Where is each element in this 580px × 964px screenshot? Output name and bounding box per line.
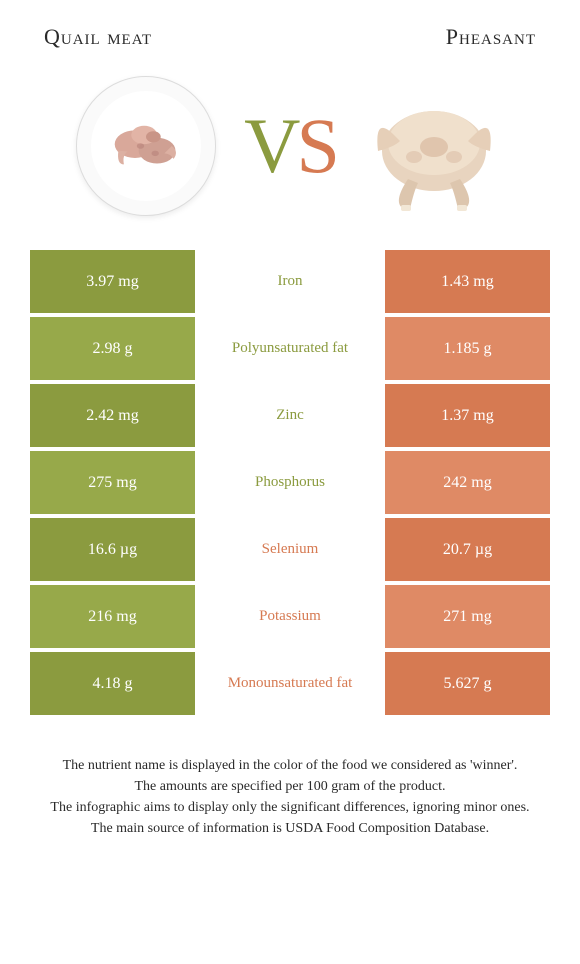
quail-meat-icon xyxy=(100,100,192,192)
footer-notes: The nutrient name is displayed in the co… xyxy=(0,719,580,839)
hero: VS xyxy=(0,60,580,250)
vs-label: VS xyxy=(244,107,336,185)
table-row: 275 mgPhosphorus242 mg xyxy=(30,451,550,514)
nutrient-name: Selenium xyxy=(195,518,385,581)
title-left: Quail meat xyxy=(44,24,152,50)
footer-line: The nutrient name is displayed in the co… xyxy=(30,755,550,776)
value-left: 2.42 mg xyxy=(30,384,195,447)
value-left: 216 mg xyxy=(30,585,195,648)
footer-line: The main source of information is USDA F… xyxy=(30,818,550,839)
table-row: 2.98 gPolyunsaturated fat1.185 g xyxy=(30,317,550,380)
value-left: 2.98 g xyxy=(30,317,195,380)
value-left: 275 mg xyxy=(30,451,195,514)
footer-line: The infographic aims to display only the… xyxy=(30,797,550,818)
nutrient-name: Zinc xyxy=(195,384,385,447)
food-image-left xyxy=(66,66,226,226)
table-row: 3.97 mgIron1.43 mg xyxy=(30,250,550,313)
header: Quail meat Pheasant xyxy=(0,0,580,60)
value-right: 271 mg xyxy=(385,585,550,648)
table-row: 16.6 µgSelenium20.7 µg xyxy=(30,518,550,581)
nutrient-name: Polyunsaturated fat xyxy=(195,317,385,380)
footer-line: The amounts are specified per 100 gram o… xyxy=(30,776,550,797)
value-right: 20.7 µg xyxy=(385,518,550,581)
value-left: 3.97 mg xyxy=(30,250,195,313)
nutrient-name: Potassium xyxy=(195,585,385,648)
value-left: 16.6 µg xyxy=(30,518,195,581)
plate-icon xyxy=(76,76,216,216)
comparison-table: 3.97 mgIron1.43 mg2.98 gPolyunsaturated … xyxy=(0,250,580,715)
value-right: 1.37 mg xyxy=(385,384,550,447)
food-image-right xyxy=(354,66,514,226)
table-row: 4.18 gMonounsaturated fat5.627 g xyxy=(30,652,550,715)
vs-s: S xyxy=(296,107,335,185)
table-row: 216 mgPotassium271 mg xyxy=(30,585,550,648)
value-right: 242 mg xyxy=(385,451,550,514)
vs-v: V xyxy=(244,107,296,185)
nutrient-name: Phosphorus xyxy=(195,451,385,514)
nutrient-name: Iron xyxy=(195,250,385,313)
title-right: Pheasant xyxy=(446,24,536,50)
table-row: 2.42 mgZinc1.37 mg xyxy=(30,384,550,447)
pheasant-icon xyxy=(354,71,514,221)
nutrient-name: Monounsaturated fat xyxy=(195,652,385,715)
value-left: 4.18 g xyxy=(30,652,195,715)
value-right: 1.185 g xyxy=(385,317,550,380)
value-right: 5.627 g xyxy=(385,652,550,715)
value-right: 1.43 mg xyxy=(385,250,550,313)
